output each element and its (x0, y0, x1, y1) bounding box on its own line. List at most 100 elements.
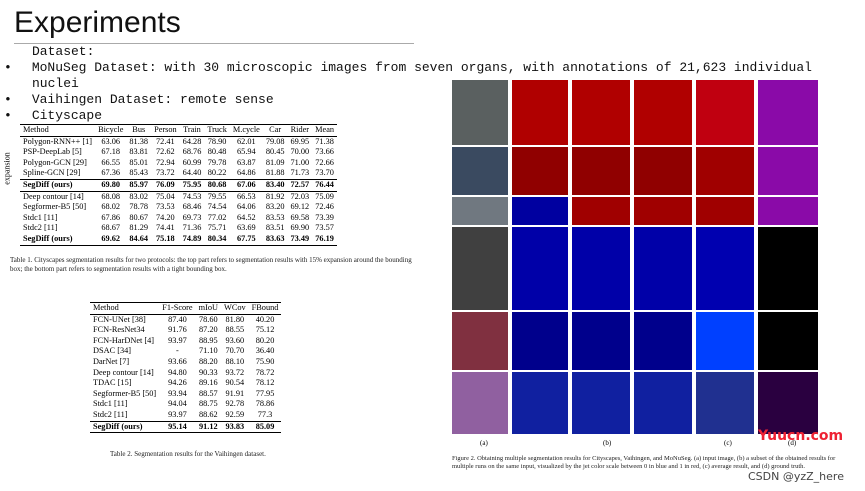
figure-panel (512, 197, 568, 225)
cell: 88.10 (225, 356, 245, 366)
cell: 72.66 (315, 157, 334, 167)
table2-caption: Table 2. Segmentation results for the Va… (110, 450, 266, 458)
column-header: WCov (223, 303, 246, 312)
figure-panel (512, 312, 568, 370)
cell: 67.06 (237, 179, 256, 189)
cell: 93.97 (168, 335, 187, 345)
cell: 85.97 (129, 179, 149, 189)
row: Spline-GCN [29] 67.36 85.43 73.72 64.40 80.22… (20, 168, 337, 179)
cell: 80.67 (129, 212, 149, 222)
figure-panel (696, 197, 754, 225)
figure-panel (634, 197, 692, 225)
cell: Stdc1 [11] (23, 212, 58, 222)
panel-label: (b) (603, 439, 612, 447)
cell: Polygon-GCN [29] (23, 157, 87, 167)
cell: 79.08 (265, 136, 285, 146)
cell: Deep contour [14] (23, 191, 84, 201)
column-header: Person (154, 125, 177, 134)
cell: 83.63 (265, 233, 285, 243)
figure-panel (758, 372, 818, 434)
cell: 88.75 (198, 399, 218, 409)
cell: 87.40 (168, 314, 187, 324)
cell: DSAC [34] (93, 346, 132, 356)
rule (14, 43, 414, 44)
cell: 75.18 (156, 233, 175, 243)
cell: 77.3 (257, 409, 273, 419)
row: SegDiff (ours) 95.14 91.12 93.83 85.09 (90, 421, 282, 433)
cell: Stdc2 [11] (23, 223, 58, 233)
figure-panel (572, 197, 630, 225)
cell: 73.53 (156, 202, 175, 212)
cell: Polygon-RNN++ [1] (23, 136, 93, 146)
figure-panel (572, 372, 630, 434)
row: Deep contour [14] 68.08 83.02 75.04 74.53 79.… (20, 191, 338, 202)
cell: 72.03 (290, 191, 310, 201)
cell: - (176, 346, 179, 356)
row: TDAC [15] 94.26 89.16 90.54 78.12 (90, 378, 281, 389)
cell: 75.12 (255, 325, 275, 335)
row: Stdc2 [11] 93.97 88.62 92.59 77.3 (90, 410, 281, 421)
cell: 71.36 (182, 223, 202, 233)
cell: 64.40 (182, 168, 202, 178)
cell: Stdc2 [11] (93, 409, 128, 419)
cell: 63.69 (237, 223, 256, 233)
bullet: • Cityscape (4, 108, 865, 124)
cell: 78.90 (207, 136, 227, 146)
cell: 80.22 (207, 168, 227, 178)
bullet-dot: • (4, 60, 12, 75)
cell: 67.75 (237, 233, 256, 243)
row: FCN-ResNet34 91.76 87.20 88.55 75.12 (90, 325, 281, 336)
figure-panel (634, 147, 692, 195)
cell: 78.60 (198, 314, 218, 324)
cell: 89.16 (198, 378, 218, 388)
cell: 64.52 (237, 212, 256, 222)
cell: Segformer-B5 [50] (93, 388, 157, 398)
figure-panel (572, 227, 630, 310)
cell: 91.76 (168, 325, 187, 335)
cell: 68.67 (101, 223, 121, 233)
cell: 81.80 (225, 314, 245, 324)
row: Deep contour [14] 94.80 90.33 93.72 78.72 (90, 368, 281, 379)
column-header: Method (23, 125, 49, 134)
row: FCN-UNet [38] 87.40 78.60 81.80 40.20 (90, 314, 281, 325)
cell: 94.04 (168, 399, 187, 409)
cell: 83.20 (265, 202, 285, 212)
cell: 83.81 (129, 147, 149, 157)
bullet-text: MoNuSeg Dataset: with 30 microscopic ima… (31, 60, 812, 91)
figure-panel (634, 80, 692, 145)
cell: 64.06 (237, 202, 256, 212)
table2: Method F1-Score mIoU WCov FBound FCN-UNet [38… (90, 302, 282, 433)
bullet-dot: • (4, 92, 12, 107)
cell: 88.57 (198, 388, 218, 398)
cell: SegDiff (ours) (23, 179, 73, 189)
cell: 90.33 (198, 367, 218, 377)
cell: 69.12 (290, 202, 310, 212)
figure-panel (512, 372, 568, 434)
figure-panel (696, 147, 754, 195)
figure-panel (634, 312, 692, 370)
cell: SegDiff (ours) (23, 233, 73, 243)
figure-panel (634, 372, 692, 434)
cell: 69.80 (101, 179, 121, 189)
cell: 94.26 (168, 378, 187, 388)
figure-panel (758, 227, 818, 310)
figure-panel (452, 372, 508, 434)
cell: 73.72 (156, 168, 175, 178)
figure-panel (452, 227, 508, 310)
cell: 66.55 (101, 157, 121, 167)
table1-caption: Table 1. Cityscapes segmentation results… (10, 256, 412, 273)
group-label: expansion (2, 152, 12, 185)
figure-panel (758, 80, 818, 145)
column-header: Bicycle (98, 125, 124, 134)
column-header: Truck (207, 125, 227, 134)
title: Experiments (14, 6, 181, 39)
row: Stdc2 [11] 68.67 81.29 74.41 71.36 75.71 63.69… (20, 223, 337, 234)
figure-panel (452, 312, 508, 370)
figure-panel (512, 80, 568, 145)
bullets: • MoNuSeg Dataset: with 30 microscopic im… (4, 60, 865, 124)
column-header: Car (269, 125, 282, 134)
cell: 81.09 (265, 157, 285, 167)
cell: Deep contour [14] (93, 367, 154, 377)
cell: 76.19 (315, 233, 334, 243)
cell: 93.94 (168, 388, 187, 398)
